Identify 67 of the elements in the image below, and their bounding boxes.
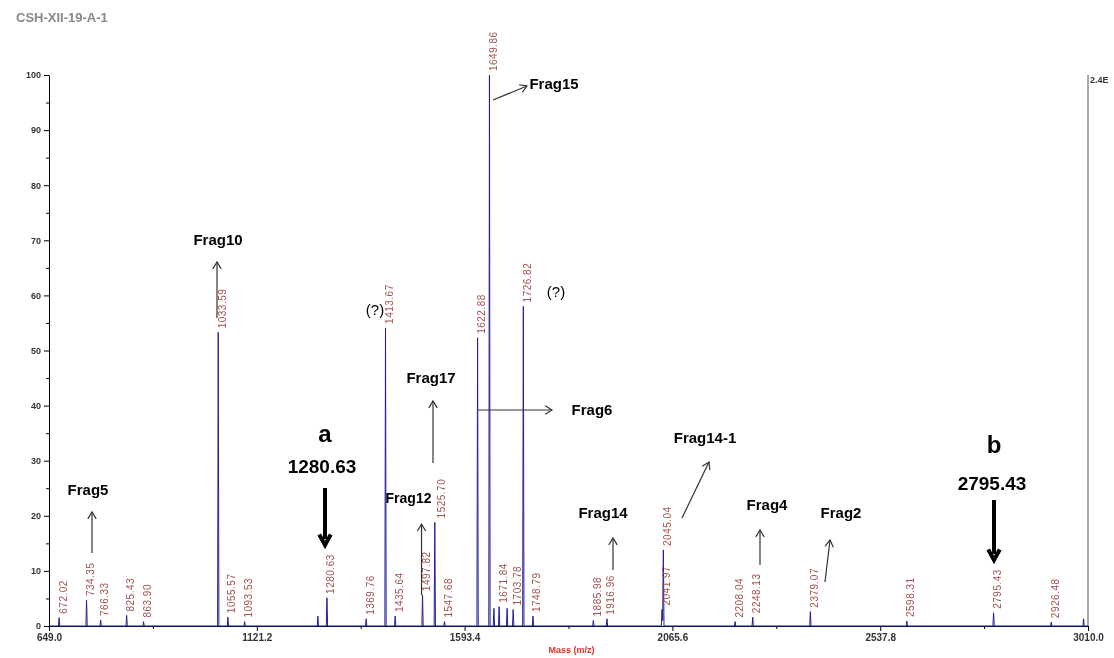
- annotation: a: [318, 420, 333, 448]
- annotation: 2926.48: [1049, 578, 1061, 619]
- annotation: 766.33: [99, 582, 111, 616]
- annotation: 1748.79: [531, 572, 543, 613]
- y-tick-label: 60: [30, 290, 41, 301]
- annotation: 1280.63: [287, 455, 357, 477]
- annotation: 1703.78: [511, 565, 523, 606]
- annotation: 1726.82: [521, 262, 533, 303]
- annotation: 672.02: [57, 580, 69, 614]
- annotation: 734.35: [85, 562, 97, 597]
- annotation: 2598.31: [905, 577, 917, 618]
- annotation: Frag2: [820, 504, 862, 522]
- annotation: 2379.07: [808, 568, 820, 608]
- y-tick-label: 90: [30, 125, 41, 136]
- annotation: Frag4: [746, 496, 789, 514]
- annotation: 1033.59: [216, 288, 228, 329]
- annotation: 2248.13: [751, 573, 763, 614]
- annotation: 1671.84: [497, 563, 509, 603]
- annotation: 1093.53: [243, 577, 255, 618]
- annotation: Frag15: [529, 75, 579, 93]
- x-tick-label: 1593.4: [449, 632, 481, 644]
- y-tick-label: 100: [25, 70, 41, 81]
- annotation: 2208.04: [733, 577, 745, 618]
- annotation: Frag14-1: [673, 429, 737, 447]
- annotation: 1622.88: [476, 294, 488, 334]
- x-tick-label: 649.0: [36, 632, 63, 644]
- x-axis-title: Mass (m/z): [548, 645, 595, 655]
- y-tick-label: 40: [30, 400, 41, 411]
- chart-title: CSH-XII-19-A-1: [16, 10, 108, 25]
- annotation: Frag6: [571, 401, 613, 419]
- x-tick-label: 1121.2: [242, 632, 273, 644]
- annotation: 1547.68: [442, 577, 454, 618]
- annotation: 2795.43: [992, 569, 1004, 609]
- annotation: Frag10: [193, 231, 243, 249]
- annotation: 863.90: [142, 584, 154, 618]
- annotation: (?): [546, 283, 566, 301]
- annotation: (?): [365, 301, 385, 319]
- annotation: 2045.04: [661, 506, 673, 546]
- annotation: 1369.76: [364, 575, 376, 615]
- annotation: Frag17: [406, 369, 456, 387]
- y-tick-label: 0: [35, 621, 41, 632]
- y-tick-label: 50: [30, 345, 41, 356]
- annotation: Frag14: [578, 504, 629, 522]
- annotation: 1497.82: [421, 551, 433, 592]
- text: 2.4E: [1090, 75, 1109, 86]
- annotation: 1280.63: [325, 554, 337, 594]
- y-tick-label: 70: [30, 235, 41, 246]
- annotation: Frag12: [385, 490, 432, 507]
- x-tick-label: 2537.8: [865, 632, 897, 644]
- y-tick-label: 30: [30, 456, 41, 467]
- annotation: 1885.98: [591, 576, 603, 617]
- annotation: 1413.67: [384, 284, 396, 324]
- annotation: Frag5: [67, 481, 109, 499]
- annotation: 1649.86: [487, 31, 499, 71]
- annotation: 825.43: [125, 577, 137, 612]
- x-tick-label: 3010.0: [1073, 632, 1105, 644]
- annotation: 2795.43: [957, 472, 1027, 494]
- x-tick-label: 2065.6: [657, 632, 689, 644]
- y-tick-label: 80: [30, 180, 41, 191]
- annotation: 1435.64: [393, 572, 405, 613]
- annotation: 1916.96: [605, 575, 617, 615]
- annotation: 1055.57: [226, 573, 238, 614]
- annotation: 2041.97: [660, 565, 672, 606]
- annotation: b: [986, 431, 1002, 459]
- y-tick-label: 10: [30, 566, 41, 577]
- y-tick-label: 20: [30, 511, 41, 522]
- annotation: 1525.70: [436, 478, 448, 519]
